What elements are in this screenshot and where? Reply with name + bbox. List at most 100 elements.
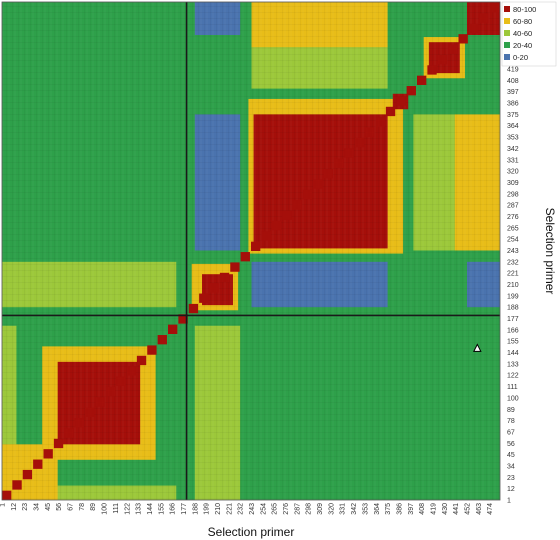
diagonal-cell — [116, 376, 126, 386]
diagonal-cell — [334, 158, 344, 168]
y-tick-label: 276 — [507, 214, 519, 221]
diagonal-cell — [427, 65, 437, 75]
diagonal-cell — [479, 13, 489, 23]
y-tick-label: 78 — [507, 418, 515, 425]
x-tick-label: 133 — [136, 503, 143, 515]
y-tick-label: 188 — [507, 305, 519, 312]
x-tick-label: 254 — [260, 503, 267, 515]
diagonal-cell — [2, 490, 12, 500]
diagonal-cell — [375, 117, 385, 127]
y-tick-label: 133 — [507, 361, 519, 368]
y-axis-title: Selection primer — [543, 208, 557, 295]
x-tick-label: 452 — [465, 503, 472, 515]
y-tick-label: 23 — [507, 475, 515, 482]
x-tick-label: 320 — [328, 503, 335, 515]
y-tick-label: 375 — [507, 112, 519, 119]
x-tick-label: 342 — [351, 503, 358, 515]
x-tick-label: 177 — [181, 503, 188, 515]
y-tick-label: 364 — [507, 123, 519, 130]
diagonal-cell — [344, 148, 354, 158]
diagonal-cell — [230, 262, 240, 272]
x-tick-label: 408 — [419, 503, 426, 515]
x-tick-label: 188 — [192, 503, 199, 515]
diagonal-cell — [157, 335, 167, 345]
heatmap-diagonal — [2, 3, 499, 500]
y-tick-label: 331 — [507, 157, 519, 164]
y-tick-label: 320 — [507, 169, 519, 176]
diagonal-cell — [385, 106, 396, 117]
legend-label: 0-20 — [513, 53, 528, 62]
y-tick-label: 353 — [507, 135, 519, 142]
diagonal-cell — [448, 44, 458, 54]
diagonal-cell — [417, 75, 427, 85]
y-tick-label: 265 — [507, 225, 519, 232]
diagonal-cell — [354, 137, 365, 148]
x-tick-label: 78 — [79, 503, 86, 511]
legend-label: 60-80 — [513, 17, 532, 26]
diagonal-cell — [12, 480, 22, 490]
x-tick-label: 166 — [170, 503, 177, 515]
x-tick-label: 309 — [317, 503, 324, 515]
y-tick-label: 34 — [507, 463, 515, 470]
y-tick-label: 122 — [507, 373, 519, 380]
y-tick-label: 155 — [507, 339, 519, 346]
legend-label: 20-40 — [513, 41, 532, 50]
y-tick-label: 232 — [507, 259, 519, 266]
diagonal-cell — [43, 449, 53, 459]
diagonal-cell — [147, 345, 157, 355]
x-tick-label: 100 — [102, 503, 109, 515]
diagonal-cell — [209, 283, 219, 293]
diagonal-cell — [396, 96, 406, 106]
y-tick-label: 100 — [507, 395, 519, 402]
block-separators — [2, 2, 500, 500]
x-axis-title: Selection primer — [208, 525, 295, 539]
y-tick-label: 111 — [507, 384, 518, 391]
x-tick-label: 463 — [476, 503, 483, 515]
x-tick-label: 419 — [430, 503, 437, 515]
diagonal-cell — [302, 189, 313, 200]
y-tick-label: 309 — [507, 180, 519, 187]
legend-swatch — [504, 54, 510, 60]
plot-frame — [1, 1, 501, 501]
diagonal-cell — [33, 459, 43, 469]
x-tick-label: 397 — [408, 503, 415, 515]
diagonal-cell — [271, 220, 282, 231]
x-tick-label: 56 — [56, 503, 63, 511]
x-tick-label: 1 — [0, 503, 7, 507]
x-tick-label: 144 — [147, 503, 154, 515]
x-tick-label: 386 — [396, 503, 403, 515]
diagonal-cell — [437, 54, 448, 65]
y-tick-label: 67 — [507, 429, 515, 436]
x-tick-label: 34 — [34, 503, 41, 511]
diagonal-cell — [64, 428, 74, 438]
diagonal-cell — [95, 397, 105, 407]
x-tick-label: 12 — [11, 503, 18, 511]
diagonal-cell — [178, 314, 188, 324]
legend-swatch — [504, 30, 510, 36]
x-tick-label: 122 — [124, 503, 131, 515]
diagonal-cell — [22, 469, 33, 480]
diagonal-cell — [85, 407, 95, 417]
legend-swatch — [504, 42, 510, 48]
y-tick-label: 342 — [507, 146, 519, 153]
x-tick-label: 287 — [294, 503, 301, 515]
x-tick-label: 155 — [158, 503, 165, 515]
x-tick-label: 375 — [385, 503, 392, 515]
y-tick-label: 298 — [507, 191, 519, 198]
legend-label: 40-60 — [513, 29, 532, 38]
diagonal-cell — [126, 366, 136, 376]
x-tick-label: 430 — [442, 503, 449, 515]
legend-label: 80-100 — [513, 5, 536, 14]
legend-swatch — [504, 18, 510, 24]
x-tick-label: 221 — [226, 503, 233, 515]
x-tick-label: 298 — [306, 503, 313, 515]
diagonal-cell — [240, 252, 250, 262]
x-tick-label: 210 — [215, 503, 222, 515]
y-tick-label: 1 — [507, 498, 511, 505]
y-tick-label: 408 — [507, 78, 519, 85]
diagonal-cell — [406, 86, 416, 96]
diagonal-cell — [136, 355, 147, 366]
x-tick-label: 276 — [283, 503, 290, 515]
x-tick-label: 441 — [453, 503, 460, 515]
